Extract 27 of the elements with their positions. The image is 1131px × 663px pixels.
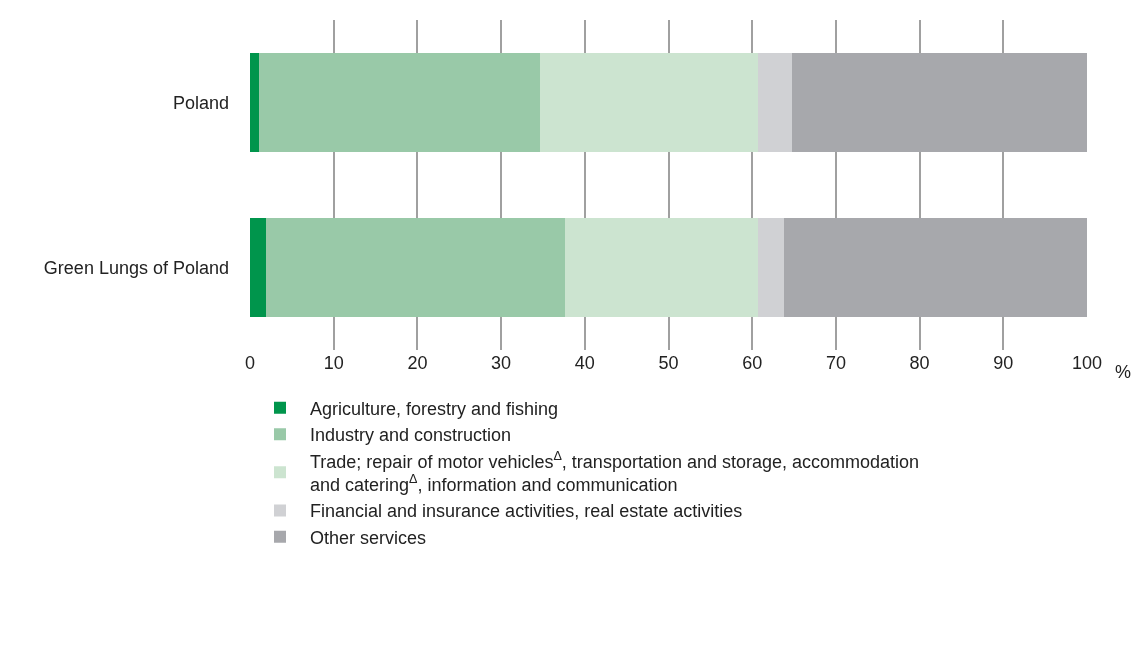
x-tick-label: 100 [1071,353,1103,373]
bar [259,53,540,152]
x-axis-title: % [1115,362,1131,382]
x-tick-label: 10 [323,353,344,373]
bar [250,218,266,317]
x-tick-label: 70 [825,353,846,373]
bar [758,218,785,317]
text: Trade; repair of motor vehicles$^{Δ}$, transportation and storage, accommodation and catering$^{Δ}$, information and communication [310,449,920,496]
x-tick-label: 30 [491,353,512,373]
bar [758,53,793,152]
bar [265,218,565,317]
y-tick-label: Poland [172,92,229,113]
x-tick-label: 90 [993,353,1014,373]
legend-label: Other services [310,527,427,548]
bar [539,53,759,152]
bar [250,53,260,152]
x-tick-label: 50 [658,353,679,373]
x-tick-label: 40 [574,353,595,373]
x-tick-label: 60 [742,353,763,373]
y-tick-label: Green Lungs of Poland [43,257,229,278]
legend-label: Agriculture, forestry and fishing [310,398,559,419]
x-tick-label: 20 [407,353,428,373]
legend-label: Industry and construction [310,425,512,446]
legend-label: Financial and insurance activities, real estate activities [310,501,743,522]
x-tick-label: 80 [909,353,930,373]
x-tick-label: 0 [244,353,256,373]
bar [564,218,759,317]
